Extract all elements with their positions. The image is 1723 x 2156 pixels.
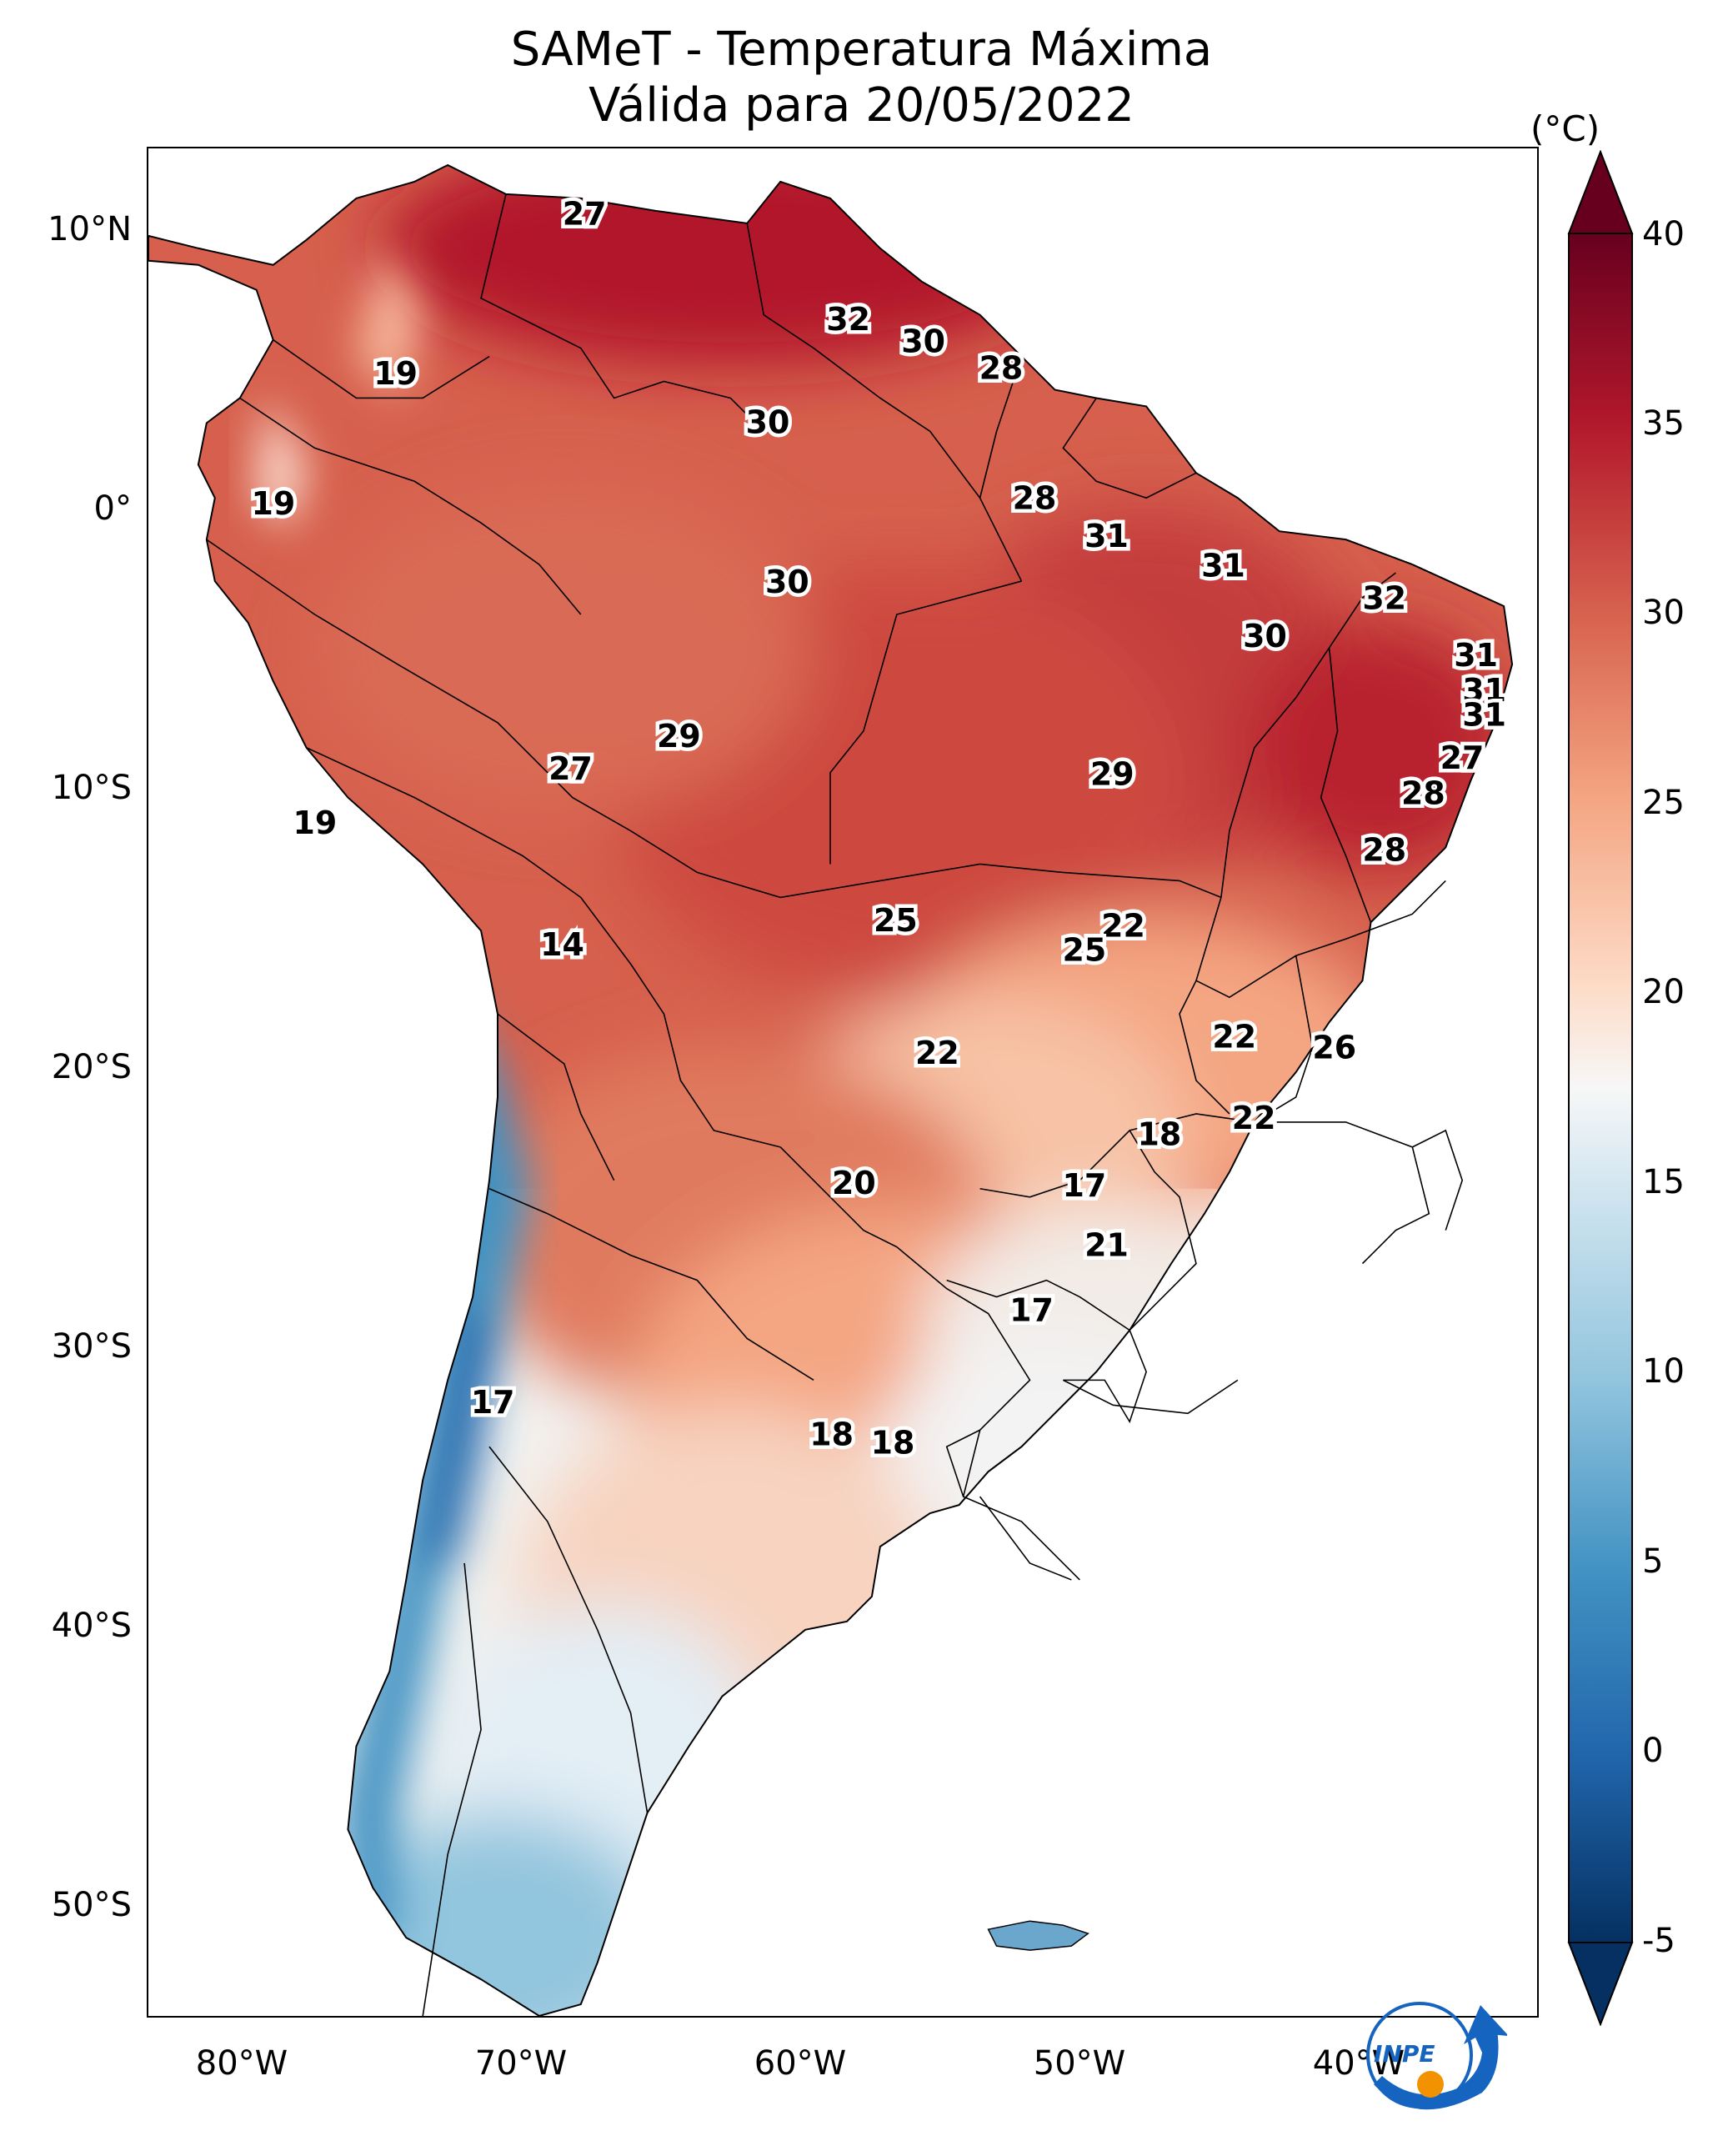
station-label: 31: [1084, 518, 1129, 554]
lat-label-10n: 10°N: [48, 210, 132, 248]
station-label: 19: [252, 485, 296, 522]
lon-label-50w: 50°W: [1033, 2044, 1126, 2083]
colorbar-tick-10: 10: [1642, 1352, 1685, 1391]
colorbar-tick-5: 5: [1642, 1542, 1664, 1581]
lat-label-50s: 50°S: [51, 1886, 132, 1924]
station-label: 18: [809, 1416, 854, 1453]
station-label: 17: [1063, 1167, 1107, 1204]
colorbar-tick-20: 20: [1642, 973, 1685, 1011]
falkland-islands: [987, 1920, 1089, 1951]
colorbar: [1567, 150, 1634, 2026]
station-label: 21: [1084, 1227, 1129, 1264]
station-label: 22: [915, 1035, 959, 1071]
lon-label-80w: 80°W: [195, 2044, 288, 2083]
station-label: 31: [1462, 672, 1506, 709]
station-label: 27: [563, 196, 607, 233]
logo-text: INPE: [1374, 2040, 1435, 2068]
station-label: 18: [871, 1425, 915, 1462]
colorbar-min-arrow: [1567, 1942, 1634, 2026]
lat-label-40s: 40°S: [51, 1607, 132, 1645]
station-label: 27: [1440, 740, 1485, 776]
lat-label-10s: 10°S: [51, 769, 132, 807]
colorbar-tick-minus5: -5: [1642, 1922, 1675, 1960]
station-label: 25: [1063, 932, 1107, 969]
station-label: 30: [746, 404, 790, 441]
lat-label-30s: 30°S: [51, 1327, 132, 1366]
colorbar-tick-15: 15: [1642, 1163, 1685, 1201]
station-label: 29: [657, 718, 701, 755]
colorbar-gradient: [1568, 233, 1633, 1943]
station-label: 31: [1201, 548, 1245, 584]
country-borders: [206, 193, 1464, 2016]
map-area[interactable]: 27 32 30 28 19 30 28 19 31 31 30 32 30 31 31 31 29 27 27 29…: [147, 147, 1539, 2018]
station-label: 29: [1090, 756, 1134, 793]
station-label: 17: [1009, 1291, 1054, 1328]
lon-label-40w: 40°W: [1312, 2044, 1405, 2083]
station-label: 26: [1312, 1030, 1356, 1066]
map-title: SAMeT - Temperatura Máxima: [510, 23, 1213, 77]
station-label: 28: [1401, 775, 1445, 811]
temperature-field: [148, 164, 1513, 2016]
lat-label-0: 0°: [93, 489, 132, 528]
station-label: 18: [1138, 1116, 1182, 1152]
station-label: 31: [1462, 696, 1506, 733]
lon-label-60w: 60°W: [754, 2044, 847, 2083]
station-label: 25: [874, 902, 918, 939]
lat-label-20s: 20°S: [51, 1048, 132, 1086]
station-label: 31: [1454, 637, 1498, 674]
station-label: 22: [1212, 1019, 1256, 1055]
colorbar-max-arrow: [1567, 150, 1634, 234]
station-label: 30: [765, 564, 809, 600]
colorbar-tick-35: 35: [1642, 404, 1685, 443]
colorbar-unit: (°C): [1530, 108, 1600, 149]
station-label: 28: [979, 350, 1024, 387]
station-label: 22: [1232, 1100, 1276, 1136]
station-label: 28: [1362, 832, 1406, 869]
station-label: 28: [1013, 480, 1057, 517]
colorbar-tick-40: 40: [1642, 215, 1685, 253]
station-label: 27: [548, 750, 593, 787]
station-label: 32: [1362, 580, 1406, 617]
map-subtitle: Válida para 20/05/2022: [589, 78, 1134, 133]
station-label: 32: [826, 301, 870, 338]
station-label: 19: [373, 355, 418, 392]
colorbar-tick-25: 25: [1642, 784, 1685, 822]
station-label: 19: [293, 805, 338, 841]
station-label: 17: [471, 1384, 515, 1421]
station-label: 20: [832, 1165, 876, 1201]
inpe-logo: INPE: [1366, 2002, 1507, 2110]
station-label: 30: [901, 323, 945, 359]
station-label: 30: [1243, 618, 1287, 654]
colorbar-tick-0: 0: [1642, 1732, 1664, 1770]
lon-label-70w: 70°W: [474, 2044, 568, 2083]
station-label: 14: [540, 926, 584, 963]
colorbar-tick-30: 30: [1642, 594, 1685, 632]
station-label: 22: [1101, 907, 1145, 944]
